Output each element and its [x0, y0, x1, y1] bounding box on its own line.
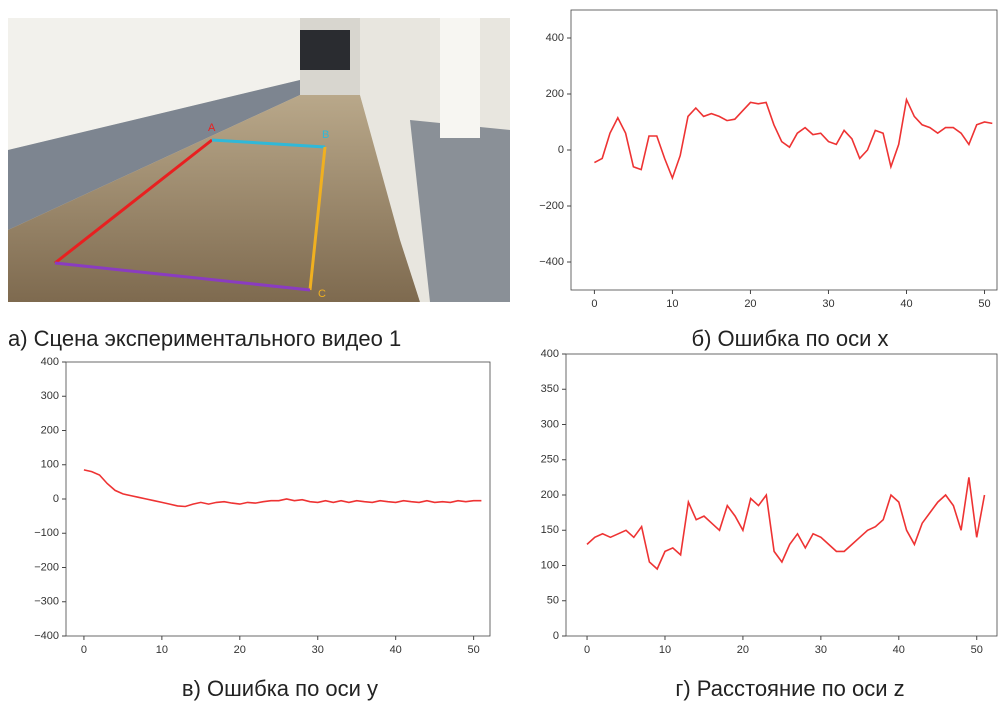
caption: б) Ошибка по оси x	[691, 326, 888, 351]
x-tick-label: 40	[390, 644, 402, 656]
x-tick-label: 0	[584, 644, 590, 656]
y-tick-label: 200	[41, 424, 59, 436]
caption: а) Сцена экспериментального видео 1	[8, 326, 401, 351]
y-tick-label: −200	[539, 200, 564, 212]
door	[300, 30, 350, 70]
caption: в) Ошибка по оси y	[182, 676, 378, 701]
x-tick-label: 20	[744, 298, 756, 310]
x-tick-label: 30	[815, 644, 827, 656]
point-label: C	[318, 288, 326, 300]
y-tick-label: 300	[541, 418, 559, 430]
y-tick-label: −400	[539, 256, 564, 268]
x-tick-label: 30	[822, 298, 834, 310]
y-tick-label: 350	[541, 383, 559, 395]
x-tick-label: 10	[156, 644, 168, 656]
y-tick-label: −100	[34, 527, 59, 539]
y-tick-label: 250	[541, 454, 559, 466]
data-line	[84, 470, 482, 507]
figure: A B C а) Сцена экспериментального видео …	[0, 0, 1003, 702]
x-tick-label: 30	[312, 644, 324, 656]
data-line	[594, 100, 992, 178]
y-tick-label: −400	[34, 630, 59, 642]
point-label: A	[208, 122, 216, 134]
x-tick-label: 50	[978, 298, 990, 310]
y-tick-label: 400	[546, 32, 564, 44]
x-tick-label: 50	[468, 644, 480, 656]
x-tick-label: 50	[971, 644, 983, 656]
x-tick-label: 0	[81, 644, 87, 656]
x-tick-label: 10	[659, 644, 671, 656]
y-tick-label: −200	[34, 561, 59, 573]
caption: г) Расстояние по оси z	[675, 676, 904, 701]
y-tick-label: 100	[41, 459, 59, 471]
point-label: B	[322, 129, 329, 141]
x-tick-label: 40	[893, 644, 905, 656]
x-tick-label: 20	[234, 644, 246, 656]
y-tick-label: 400	[41, 356, 59, 368]
photo: A B C	[8, 18, 510, 302]
y-tick-label: 50	[547, 595, 559, 607]
pillar	[440, 18, 480, 138]
y-tick-label: 0	[553, 630, 559, 642]
plot-frame	[571, 10, 997, 290]
y-tick-label: 150	[541, 524, 559, 536]
y-tick-label: 200	[546, 88, 564, 100]
y-tick-label: 100	[541, 559, 559, 571]
x-tick-label: 10	[666, 298, 678, 310]
y-tick-label: 400	[541, 348, 559, 360]
y-tick-label: 0	[53, 493, 59, 505]
x-tick-label: 20	[737, 644, 749, 656]
y-tick-label: 0	[558, 144, 564, 156]
y-tick-label: 300	[41, 390, 59, 402]
y-tick-label: −300	[34, 596, 59, 608]
y-tick-label: 200	[541, 489, 559, 501]
plot-frame	[566, 354, 997, 636]
plot-frame	[66, 362, 490, 636]
x-tick-label: 0	[591, 298, 597, 310]
x-tick-label: 40	[900, 298, 912, 310]
data-line	[587, 477, 985, 569]
